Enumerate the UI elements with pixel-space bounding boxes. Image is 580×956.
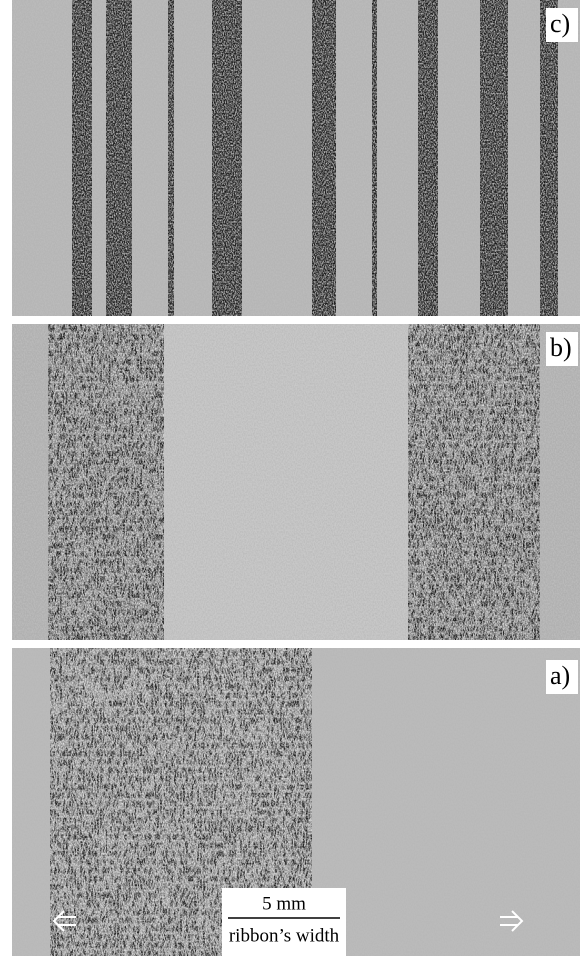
- texture: [12, 0, 580, 316]
- label-box: [546, 660, 578, 694]
- panel-label: c): [550, 9, 570, 38]
- panel-label: a): [550, 661, 570, 690]
- panel-a: a) 5 mm ribbon’s width: [12, 648, 580, 956]
- scale-length: 5 mm: [262, 893, 306, 914]
- label-box: [546, 332, 578, 366]
- arrow-right: [500, 910, 524, 932]
- panel-c: c): [12, 0, 580, 316]
- texture: [48, 324, 164, 640]
- panel-b: b): [12, 324, 580, 640]
- scale-box: [222, 888, 346, 956]
- arrow-left: [52, 910, 76, 932]
- texture: [408, 324, 540, 640]
- label-box: [546, 8, 578, 42]
- panel-label: b): [550, 333, 572, 362]
- scale-caption: ribbon’s width: [229, 925, 340, 946]
